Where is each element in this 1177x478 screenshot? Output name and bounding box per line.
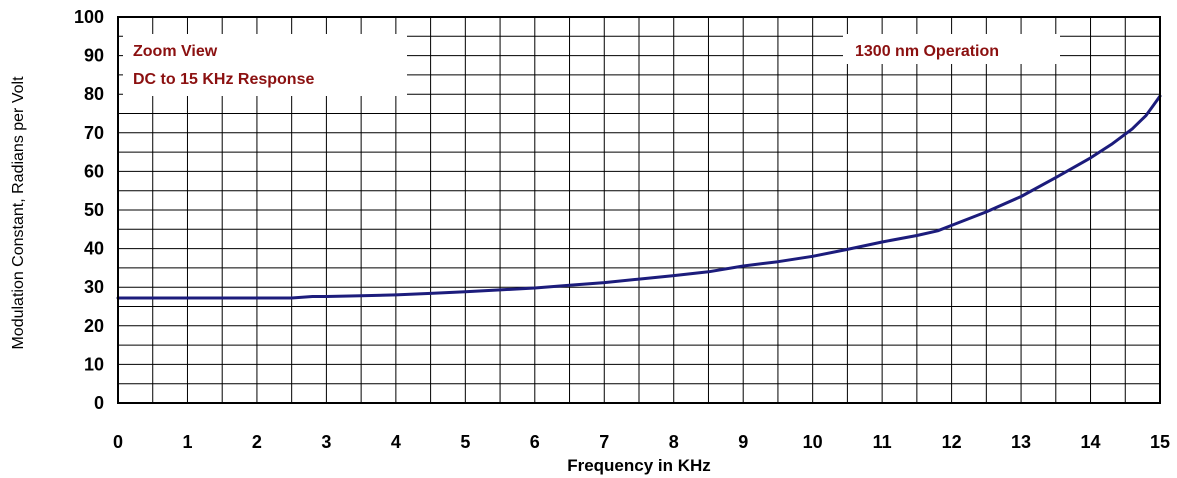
y-tick-label: 40 xyxy=(84,239,104,259)
x-tick-label: 8 xyxy=(669,432,679,452)
x-axis-title: Frequency in KHz xyxy=(567,456,711,475)
x-tick-label: 0 xyxy=(113,432,123,452)
x-tick-label: 9 xyxy=(738,432,748,452)
annotation-zoom-view: Zoom View xyxy=(133,43,218,60)
y-tick-label: 0 xyxy=(94,393,104,413)
annotation-operation: 1300 nm Operation xyxy=(855,43,999,60)
x-tick-label: 1 xyxy=(182,432,192,452)
x-tick-label: 15 xyxy=(1150,432,1170,452)
series-line xyxy=(116,94,1162,300)
y-tick-label: 10 xyxy=(84,354,104,374)
x-tick-label: 4 xyxy=(391,432,401,452)
y-axis-title: Modulation Constant, Radians per Volt xyxy=(10,76,27,350)
plot-frame xyxy=(117,16,1161,404)
x-tick-label: 10 xyxy=(803,432,823,452)
x-tick-label: 3 xyxy=(321,432,331,452)
annotation-box-left xyxy=(123,34,407,96)
x-tick-label: 13 xyxy=(1011,432,1031,452)
y-tick-label: 70 xyxy=(84,123,104,143)
y-tick-label: 60 xyxy=(84,161,104,181)
y-tick-label: 30 xyxy=(84,277,104,297)
x-tick-label: 12 xyxy=(942,432,962,452)
x-tick-label: 14 xyxy=(1081,432,1101,452)
x-tick-label: 5 xyxy=(460,432,470,452)
y-tick-labels: 0 10 20 30 40 50 60 70 80 90 100 xyxy=(74,7,104,413)
y-tick-label: 50 xyxy=(84,200,104,220)
annotation-response-range: DC to 15 KHz Response xyxy=(133,71,314,88)
y-tick-label: 80 xyxy=(84,84,104,104)
x-tick-label: 7 xyxy=(599,432,609,452)
annotation-box-right xyxy=(843,34,1060,64)
y-tick-label: 100 xyxy=(74,7,104,27)
data-series xyxy=(116,94,1162,300)
y-tick-label: 20 xyxy=(84,316,104,336)
x-tick-label: 2 xyxy=(252,432,262,452)
x-tick-labels: 0 1 2 3 4 5 6 7 8 9 10 11 12 13 14 15 xyxy=(113,432,1170,452)
x-tick-label: 6 xyxy=(530,432,540,452)
y-tick-label: 90 xyxy=(84,46,104,66)
x-tick-label: 11 xyxy=(873,432,892,452)
